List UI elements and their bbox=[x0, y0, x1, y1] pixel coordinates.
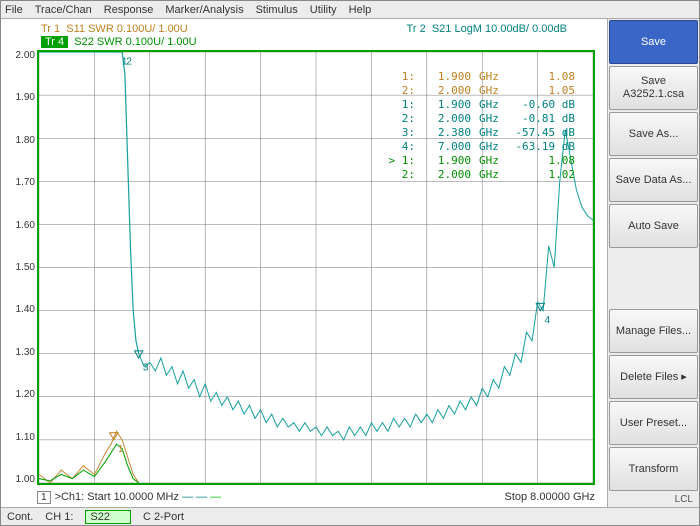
plot-area: Tr 1 S11 SWR 0.100U/ 1.00U Tr 4 S22 SWR … bbox=[1, 19, 607, 507]
trace4-label[interactable]: Tr 4 bbox=[41, 36, 68, 48]
manage-files-button[interactable]: Manage Files... bbox=[609, 309, 698, 353]
save-button[interactable]: Save bbox=[609, 20, 698, 64]
trace2-label: Tr 2 bbox=[407, 23, 426, 35]
trace2-text: S21 LogM 10.00dB/ 0.00dB bbox=[432, 23, 567, 35]
user-preset-button[interactable]: User Preset... bbox=[609, 401, 698, 445]
save-data-as-button[interactable]: Save Data As... bbox=[609, 158, 698, 202]
trace4-text: S22 SWR 0.100U/ 1.00U bbox=[74, 36, 196, 48]
auto-save-button[interactable]: Auto Save bbox=[609, 204, 698, 248]
chart-container[interactable]: 2.001.901.80 1.701.601.50 1.401.301.20 1… bbox=[7, 50, 599, 505]
stop-freq: Stop 8.00000 GHz bbox=[504, 491, 595, 503]
save-as-button[interactable]: Save As... bbox=[609, 112, 698, 156]
svg-text:3: 3 bbox=[143, 362, 149, 373]
y-axis-labels: 2.001.901.80 1.701.601.50 1.401.301.20 1… bbox=[7, 50, 35, 485]
lcl-label: LCL bbox=[608, 492, 699, 507]
menu-response[interactable]: Response bbox=[104, 4, 154, 16]
status-port: C 2-Port bbox=[143, 511, 184, 523]
chart-inner[interactable]: 12134 1:1.900GHz1.082:2.000GHz1.051:1.90… bbox=[37, 50, 595, 485]
menu-trace-chan[interactable]: Trace/Chan bbox=[35, 4, 92, 16]
svg-text:1: 1 bbox=[118, 444, 124, 455]
menu-stimulus[interactable]: Stimulus bbox=[256, 4, 298, 16]
status-cont: Cont. bbox=[7, 511, 33, 523]
save-file-button[interactable]: SaveA3252.1.csa bbox=[609, 66, 698, 110]
sidebar: Save SaveA3252.1.csa Save As... Save Dat… bbox=[607, 19, 699, 507]
trace1-label: Tr 1 bbox=[41, 23, 60, 35]
trace-header: Tr 1 S11 SWR 0.100U/ 1.00U Tr 4 S22 SWR … bbox=[1, 19, 607, 50]
menubar: File Trace/Chan Response Marker/Analysis… bbox=[1, 1, 699, 19]
transform-button[interactable]: Transform bbox=[609, 447, 698, 491]
svg-text:2: 2 bbox=[126, 56, 132, 67]
trace1-text: S11 SWR 0.100U/ 1.00U bbox=[66, 23, 187, 35]
status-ch: CH 1: bbox=[45, 511, 73, 523]
bottom-info: 1>Ch1: Start 10.0000 MHz — — — Stop 8.00… bbox=[37, 491, 595, 503]
svg-text:4: 4 bbox=[544, 315, 550, 326]
menu-marker-analysis[interactable]: Marker/Analysis bbox=[165, 4, 243, 16]
delete-files-button[interactable]: Delete Files ▸ bbox=[609, 355, 698, 399]
status-s22[interactable]: S22 bbox=[85, 510, 131, 524]
channel-badge: 1 bbox=[37, 491, 51, 504]
marker-readout: 1:1.900GHz1.082:2.000GHz1.051:1.900GHz-0… bbox=[385, 70, 575, 182]
menu-file[interactable]: File bbox=[5, 4, 23, 16]
statusbar: Cont. CH 1: S22 C 2-Port bbox=[1, 507, 699, 525]
start-freq: >Ch1: Start 10.0000 MHz bbox=[55, 491, 179, 503]
menu-utility[interactable]: Utility bbox=[310, 4, 337, 16]
menu-help[interactable]: Help bbox=[349, 4, 372, 16]
